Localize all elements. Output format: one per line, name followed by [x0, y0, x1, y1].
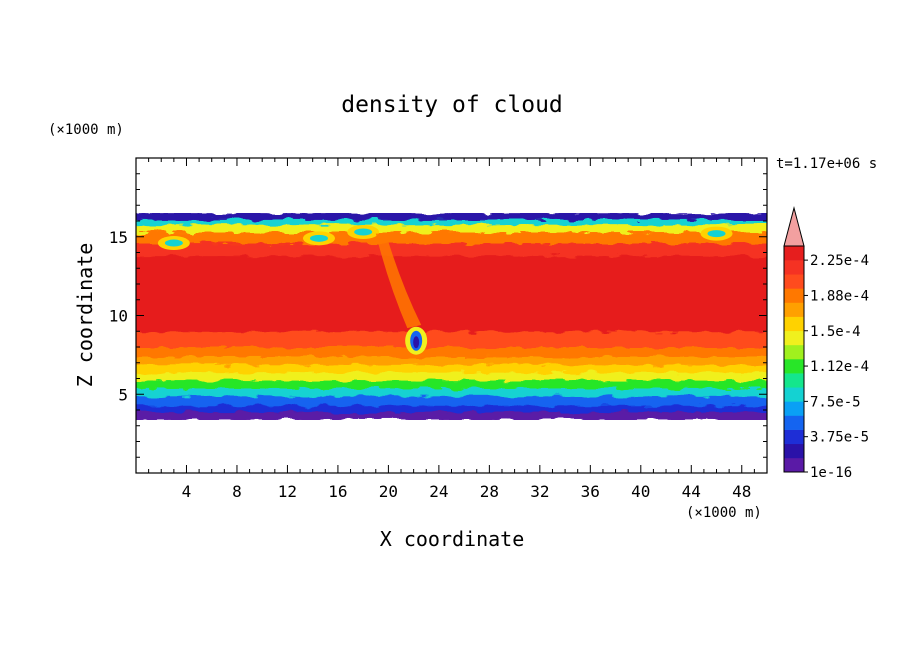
- y-tick-label: 10: [109, 307, 128, 326]
- density-band: [136, 356, 767, 365]
- colorbar-swatch: [784, 316, 804, 332]
- colorbar-swatch: [784, 415, 804, 430]
- density-band: [136, 380, 767, 389]
- y-tick-label: 15: [109, 228, 128, 247]
- density-band: [136, 219, 767, 225]
- eddy-core: [164, 239, 183, 247]
- chart-title: density of cloud: [341, 92, 563, 118]
- colorbar-label: 2.25e-4: [810, 253, 869, 269]
- density-band: [136, 224, 767, 233]
- density-band: [136, 395, 767, 406]
- x-tick-label: 44: [682, 482, 701, 501]
- colorbar-swatch: [784, 344, 804, 360]
- x-tick-label: 28: [480, 482, 499, 501]
- density-band: [136, 232, 767, 244]
- colorbar-swatch: [784, 457, 804, 473]
- x-tick-label: 12: [278, 482, 297, 501]
- colorbar-swatch: [784, 401, 804, 416]
- density-band: [136, 255, 767, 332]
- eddy-core: [309, 234, 328, 242]
- y-axis-label: Z coordinate: [73, 243, 97, 388]
- colorbar-swatch: [784, 246, 804, 261]
- colorbar-swatch: [784, 288, 804, 303]
- density-bands: [136, 213, 767, 420]
- eddy-core: [354, 228, 373, 236]
- colorbar-swatch: [784, 260, 804, 275]
- x-tick-label: 24: [429, 482, 448, 501]
- density-band: [136, 411, 767, 420]
- density-band: [136, 372, 767, 381]
- colorbar-label: 1.88e-4: [810, 288, 869, 304]
- colorbar-swatch: [784, 387, 804, 402]
- density-band: [136, 243, 767, 257]
- plume: [375, 233, 422, 329]
- colorbar-swatch: [784, 429, 804, 445]
- y-unit-label: (×1000 m): [48, 122, 124, 138]
- time-label: t=1.17e+06 s: [776, 156, 877, 172]
- x-tick-label: 8: [232, 482, 242, 501]
- y-tick-label: 5: [118, 385, 128, 404]
- x-unit-label: (×1000 m): [686, 505, 762, 521]
- colorbar-swatch: [784, 443, 804, 459]
- y-axis-ticks: 5 10 15: [109, 173, 767, 458]
- colorbar-swatch: [784, 373, 804, 388]
- density-band: [136, 405, 767, 413]
- colorbar-swatch: [784, 302, 804, 317]
- density-band: [136, 387, 767, 397]
- x-tick-label: 16: [328, 482, 347, 501]
- density-band: [136, 331, 767, 348]
- x-axis-ticks: 4 8 12 16 20 24 28 32 36 40 44 48: [148, 158, 755, 501]
- density-field: [136, 213, 767, 420]
- colorbar-frame: [783, 245, 805, 473]
- eddy-core: [707, 230, 726, 238]
- vortex-core: [413, 336, 420, 349]
- colorbar-swatch: [784, 330, 804, 346]
- x-tick-label: 4: [182, 482, 192, 501]
- x-tick-label: 48: [732, 482, 751, 501]
- density-band: [136, 364, 767, 373]
- colorbar-label: 1e-16: [810, 465, 852, 481]
- x-tick-label: 20: [379, 482, 398, 501]
- density-band: [136, 347, 767, 357]
- colorbar-swatch: [784, 359, 804, 374]
- x-tick-label: 36: [581, 482, 600, 501]
- colorbar-swatch: [784, 274, 804, 289]
- density-band: [136, 213, 767, 220]
- colorbar-label: 3.75e-5: [810, 430, 869, 446]
- x-tick-label: 40: [631, 482, 650, 501]
- colorbar: 1e-16 3.75e-5 7.5e-5 1.12e-4 1.5e-4 1.88e-4 2.…: [783, 206, 869, 481]
- colorbar-label: 1.5e-4: [810, 324, 861, 340]
- colorbar-label: 7.5e-5: [810, 394, 861, 410]
- x-tick-label: 32: [530, 482, 549, 501]
- x-axis-label: X coordinate: [380, 527, 525, 551]
- colorbar-label: 1.12e-4: [810, 359, 869, 375]
- colorbar-extend-arrow: [783, 206, 805, 247]
